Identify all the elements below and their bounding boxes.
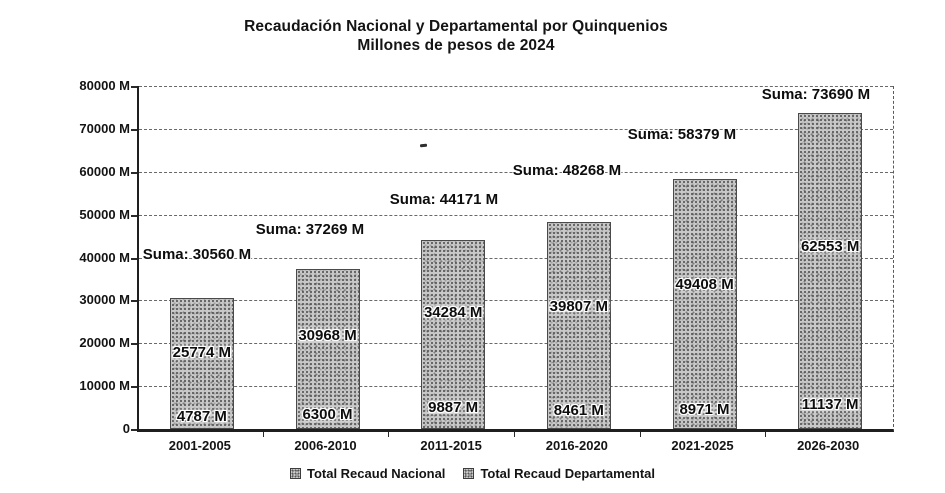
- x-axis-category-label: 2026-2030: [797, 438, 860, 453]
- departamental-value-label: 6300 M: [302, 406, 353, 424]
- stacked-bar-2006-2010: [295, 269, 360, 429]
- x-axis-tick-mark: [262, 432, 264, 437]
- nacional-value-label: 30968 M: [298, 326, 357, 344]
- x-axis-category-label: 2021-2025: [671, 438, 734, 453]
- gridline-50000: [139, 214, 893, 216]
- y-axis-tick-label: 70000 M: [79, 120, 130, 136]
- legend-label-nacional: Total Recaud Nacional: [306, 466, 446, 481]
- x-axis-category-label: 2016-2020: [545, 438, 608, 453]
- y-axis-tick-label: 80000 M: [79, 78, 130, 93]
- y-axis-tick-mark: [131, 86, 137, 88]
- departamental-value-label: 9887 M: [428, 398, 479, 416]
- gridline-60000: [139, 171, 893, 173]
- y-axis-tick-label: 20000 M: [79, 335, 130, 351]
- gridline-30000: [139, 300, 893, 302]
- nacional-value-label: 25774 M: [172, 344, 232, 362]
- y-axis-tick-label: 50000 M: [79, 206, 130, 222]
- nacional-value-label: 39807 M: [549, 298, 609, 316]
- chart-legend: Total Recaud Nacional Total Recaud Depar…: [0, 466, 945, 481]
- x-axis-tick-mark: [765, 432, 767, 437]
- gridline-80000: [139, 86, 893, 87]
- legend-label-departamental: Total Recaud Departamental: [480, 466, 656, 481]
- departamental-value-label: 8971 M: [679, 400, 730, 418]
- gridline-20000: [139, 343, 893, 345]
- y-axis-tick-mark: [131, 257, 137, 260]
- suma-total-label: Suma: 37269 M: [255, 221, 365, 238]
- y-axis-tick-label: 60000 M: [79, 163, 130, 179]
- nacional-value-label: 34284 M: [423, 304, 483, 322]
- chart-title-line1: Recaudación Nacional y Departamental por…: [244, 18, 668, 35]
- stacked-bar-2011-2015: [421, 239, 486, 429]
- gridline-70000: [139, 128, 893, 130]
- y-axis-tick-label: 40000 M: [79, 249, 130, 265]
- y-axis-tick-mark: [131, 343, 137, 346]
- nacional-series-swatch-icon: [289, 468, 301, 479]
- stacked-bar-2016-2020: [546, 222, 611, 429]
- y-axis-tick-mark: [131, 429, 137, 431]
- y-axis-tick-mark: [131, 128, 137, 131]
- departamental-value-label: 4787 M: [176, 408, 227, 425]
- suma-total-label: Suma: 58379 M: [627, 126, 737, 143]
- suma-total-label: Suma: 44171 M: [389, 191, 499, 208]
- stacked-bar-2021-2025: [672, 178, 737, 429]
- y-axis-tick-mark: [131, 300, 137, 303]
- nacional-value-label: 49408 M: [675, 275, 734, 293]
- y-axis-tick-mark: [131, 214, 137, 217]
- departamental-value-label: 11137 M: [801, 396, 859, 414]
- nacional-value-label: 62553 M: [800, 238, 860, 256]
- x-axis-tick-mark: [639, 432, 641, 437]
- plot-area: 25774 M 4787 M 30968 M 6300 M 34284 M 9887 M 3…: [137, 86, 894, 432]
- y-axis-tick-mark: [131, 386, 137, 389]
- gridline-10000: [139, 386, 893, 388]
- stacked-bar-2001-2005: [169, 297, 234, 429]
- suma-total-label: Suma: 30560 M: [142, 246, 252, 263]
- y-axis-tick-label: 0: [122, 421, 130, 436]
- y-axis-tick-label: 30000 M: [79, 292, 130, 308]
- suma-total-label: Suma: 73690 M: [761, 86, 871, 103]
- x-axis-tick-mark: [514, 432, 515, 437]
- y-axis-tick-mark: [131, 171, 137, 174]
- x-axis-category-label: 2001-2005: [168, 438, 231, 453]
- suma-total-label: Suma: 48268 M: [512, 162, 622, 179]
- chart-title-line2: Millones de pesos de 2024: [357, 37, 555, 54]
- stacked-bar-2026-2030: [798, 113, 863, 429]
- legend-item-departamental: Total Recaud Departamental: [463, 466, 655, 481]
- x-axis-category-label: 2011-2015: [420, 438, 482, 453]
- departamental-value-label: 8461 M: [553, 401, 604, 419]
- legend-item-nacional: Total Recaud Nacional: [289, 466, 446, 481]
- x-axis-category-label: 2006-2010: [294, 438, 357, 453]
- y-axis-tick-label: 10000 M: [79, 378, 130, 394]
- x-axis-tick-mark: [388, 432, 390, 437]
- departamental-series-swatch-icon: [463, 468, 475, 479]
- chart-title: Recaudación Nacional y Departamental por…: [0, 17, 912, 55]
- gridline-40000: [139, 257, 893, 259]
